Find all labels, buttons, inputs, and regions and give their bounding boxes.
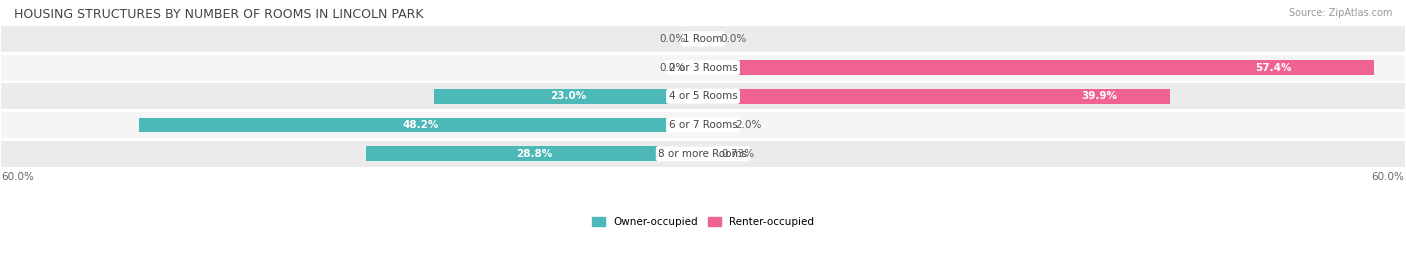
Bar (1, 141, 1405, 167)
Text: 2.0%: 2.0% (735, 120, 762, 130)
Bar (1, 26, 1405, 52)
Text: 0.0%: 0.0% (659, 63, 686, 73)
Text: 2 or 3 Rooms: 2 or 3 Rooms (669, 63, 737, 73)
Bar (703, 60, 1374, 75)
Bar (1, 83, 1405, 109)
Bar (703, 118, 727, 132)
Legend: Owner-occupied, Renter-occupied: Owner-occupied, Renter-occupied (588, 213, 818, 231)
Bar (1, 55, 1405, 80)
Text: 60.0%: 60.0% (1372, 172, 1405, 182)
Text: HOUSING STRUCTURES BY NUMBER OF ROOMS IN LINCOLN PARK: HOUSING STRUCTURES BY NUMBER OF ROOMS IN… (14, 8, 423, 21)
Text: 8 or more Rooms: 8 or more Rooms (658, 149, 748, 159)
Text: 1 Room: 1 Room (683, 34, 723, 44)
Text: Source: ZipAtlas.com: Source: ZipAtlas.com (1288, 8, 1392, 18)
Text: 4 or 5 Rooms: 4 or 5 Rooms (669, 91, 737, 101)
Text: 28.8%: 28.8% (516, 149, 553, 159)
Bar (703, 89, 1170, 104)
Text: 39.9%: 39.9% (1081, 91, 1118, 101)
Bar (1, 112, 1405, 138)
Bar (434, 89, 703, 104)
Text: 23.0%: 23.0% (550, 91, 586, 101)
Text: 0.0%: 0.0% (720, 34, 747, 44)
Text: 48.2%: 48.2% (404, 120, 439, 130)
Text: 0.73%: 0.73% (721, 149, 754, 159)
Bar (139, 118, 703, 132)
Text: 0.0%: 0.0% (659, 34, 686, 44)
Bar (703, 146, 711, 161)
Text: 60.0%: 60.0% (1, 172, 34, 182)
Text: 57.4%: 57.4% (1256, 63, 1292, 73)
Text: 6 or 7 Rooms: 6 or 7 Rooms (669, 120, 737, 130)
Bar (366, 146, 703, 161)
